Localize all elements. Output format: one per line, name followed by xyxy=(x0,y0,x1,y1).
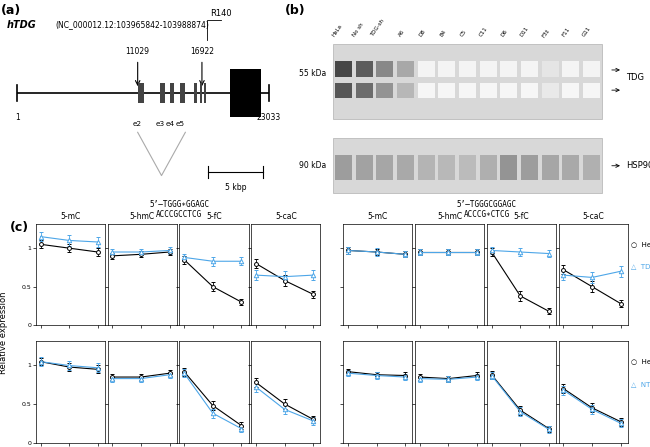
Bar xyxy=(356,61,372,77)
Text: (NC_000012.12:103965842-103988874): (NC_000012.12:103965842-103988874) xyxy=(56,20,209,29)
Text: 11029: 11029 xyxy=(125,46,150,55)
Text: △  NTH1 ko: △ NTH1 ko xyxy=(631,380,650,387)
Text: C5: C5 xyxy=(460,29,468,38)
Text: 5-caC: 5-caC xyxy=(582,212,604,221)
Text: 16922: 16922 xyxy=(190,46,214,55)
Text: 23033: 23033 xyxy=(257,113,281,122)
Text: HSP90: HSP90 xyxy=(626,161,650,170)
Bar xyxy=(138,83,144,103)
Text: 5’–TGGG∗GGAGC
ACCCGCCTCG: 5’–TGGG∗GGAGC ACCCGCCTCG xyxy=(150,200,209,219)
Bar xyxy=(480,83,497,97)
Bar xyxy=(521,61,538,77)
Text: HeLa: HeLa xyxy=(332,24,344,38)
Bar xyxy=(500,61,517,77)
Bar xyxy=(521,83,538,97)
Text: (c): (c) xyxy=(10,221,29,234)
Bar xyxy=(335,61,352,77)
Bar xyxy=(542,61,559,77)
Bar xyxy=(562,83,579,97)
Text: R140: R140 xyxy=(210,9,232,18)
Text: ○  HeLa: ○ HeLa xyxy=(631,241,650,247)
Bar xyxy=(335,83,352,97)
Text: A6: A6 xyxy=(398,29,406,38)
Text: e4: e4 xyxy=(166,121,175,127)
Text: Relative expression: Relative expression xyxy=(0,292,8,374)
Text: 5-hmC: 5-hmC xyxy=(129,212,155,221)
Bar xyxy=(397,155,414,180)
Text: D6: D6 xyxy=(500,29,509,38)
Text: 5-fC: 5-fC xyxy=(514,212,529,221)
Bar xyxy=(542,155,559,180)
Bar xyxy=(333,138,602,193)
Bar xyxy=(521,155,538,180)
Bar xyxy=(459,83,476,97)
Text: D11: D11 xyxy=(519,26,530,38)
Text: G11: G11 xyxy=(581,26,592,38)
Text: 5-fC: 5-fC xyxy=(206,212,222,221)
Text: 5’–TGGGCGGAGC
ACCCG∗CTCG: 5’–TGGGCGGAGC ACCCG∗CTCG xyxy=(457,200,517,219)
Bar xyxy=(500,83,517,97)
Text: e5: e5 xyxy=(176,121,185,127)
Bar xyxy=(194,83,198,103)
Text: TDG: TDG xyxy=(626,73,644,82)
Text: e3: e3 xyxy=(156,121,165,127)
Bar xyxy=(200,83,202,103)
Bar xyxy=(418,61,435,77)
Bar xyxy=(583,61,600,77)
Text: TDG-sh: TDG-sh xyxy=(369,19,385,38)
Bar xyxy=(356,83,372,97)
Bar xyxy=(170,83,174,103)
Text: 5-mC: 5-mC xyxy=(60,212,81,221)
Bar xyxy=(583,83,600,97)
Bar xyxy=(418,83,435,97)
Text: (a): (a) xyxy=(1,4,21,17)
Bar xyxy=(439,61,456,77)
Bar xyxy=(397,61,414,77)
Bar xyxy=(439,83,456,97)
Bar xyxy=(376,155,393,180)
Bar xyxy=(583,155,600,180)
Text: No sh: No sh xyxy=(352,22,365,38)
Text: C11: C11 xyxy=(478,26,489,38)
Text: 5-caC: 5-caC xyxy=(275,212,296,221)
Bar xyxy=(204,83,206,103)
Bar xyxy=(356,155,372,180)
Bar xyxy=(459,61,476,77)
Bar xyxy=(335,155,352,180)
Bar xyxy=(376,61,393,77)
Bar xyxy=(180,83,185,103)
Bar xyxy=(500,155,517,180)
Text: B4: B4 xyxy=(439,29,447,38)
Bar xyxy=(333,44,602,118)
Bar xyxy=(439,155,456,180)
Bar xyxy=(542,83,559,97)
Bar xyxy=(562,155,579,180)
Text: △  TDG ko F3: △ TDG ko F3 xyxy=(631,263,650,269)
Text: e2: e2 xyxy=(133,121,142,127)
Text: 90 kDa: 90 kDa xyxy=(299,161,326,170)
Bar xyxy=(161,83,164,103)
Text: F3‡: F3‡ xyxy=(541,27,551,38)
Text: 5-hmC: 5-hmC xyxy=(437,212,462,221)
Text: D8: D8 xyxy=(418,29,426,38)
Bar xyxy=(459,155,476,180)
Text: hTDG: hTDG xyxy=(6,20,36,30)
Bar xyxy=(418,155,435,180)
Text: F11: F11 xyxy=(561,27,571,38)
Bar xyxy=(376,83,393,97)
Text: 5-mC: 5-mC xyxy=(368,212,388,221)
Bar xyxy=(562,61,579,77)
Text: ○  HeLa: ○ HeLa xyxy=(631,358,650,364)
Text: (b): (b) xyxy=(285,4,306,17)
Bar xyxy=(397,83,414,97)
Text: 5 kbp: 5 kbp xyxy=(225,183,246,193)
Bar xyxy=(480,61,497,77)
Bar xyxy=(480,155,497,180)
Text: 55 kDa: 55 kDa xyxy=(299,69,326,78)
Bar xyxy=(230,69,261,117)
Text: 1: 1 xyxy=(15,113,20,122)
